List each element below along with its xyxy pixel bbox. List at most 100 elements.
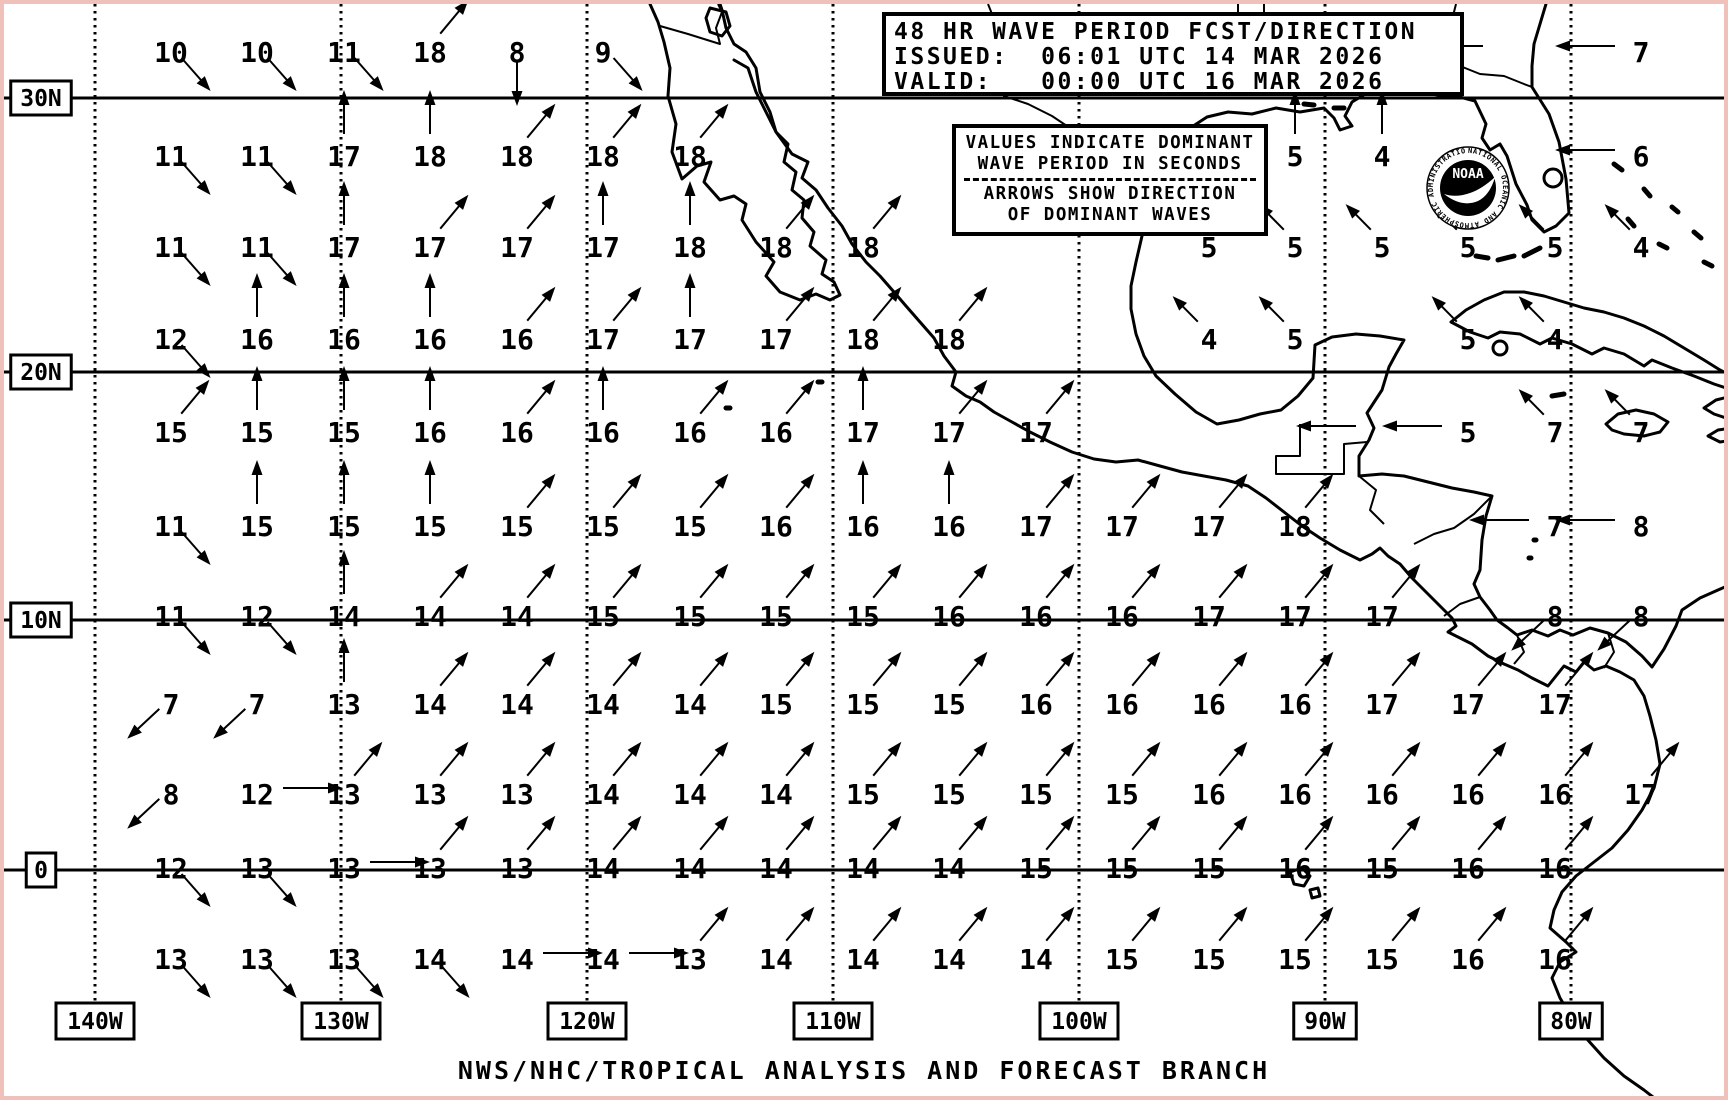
wave-direction-arrow-head bbox=[282, 271, 297, 286]
wave-direction-arrow-shaft bbox=[1304, 480, 1328, 509]
grid-point: 17 bbox=[1365, 563, 1421, 633]
title-box: 48 HR WAVE PERIOD FCST/DIRECTION ISSUED:… bbox=[882, 12, 1464, 96]
wave-period-value: 17 bbox=[673, 323, 707, 356]
small-islands bbox=[723, 101, 1715, 561]
wave-direction-arrow-head bbox=[282, 983, 297, 998]
grid-point: 13 bbox=[240, 943, 297, 998]
wave-direction-arrow-head bbox=[1511, 636, 1526, 651]
wave-direction-arrow-head bbox=[1319, 651, 1334, 667]
grid-point: 13 bbox=[154, 943, 211, 998]
wave-direction-arrow-shaft bbox=[1477, 822, 1501, 851]
wave-direction-arrow-head bbox=[887, 651, 902, 667]
wave-direction-arrow-head bbox=[588, 947, 603, 959]
wave-direction-arrow-shaft bbox=[353, 964, 378, 992]
grid-point: 8 bbox=[509, 36, 525, 106]
wave-direction-arrow-head bbox=[338, 460, 350, 475]
grid-point: 17 bbox=[586, 286, 642, 356]
wave-period-value: 18 bbox=[759, 231, 793, 264]
wave-period-value: 15 bbox=[500, 510, 534, 543]
wave-period-value: 13 bbox=[327, 852, 361, 885]
wave-direction-arrow-shaft bbox=[1131, 570, 1155, 599]
grid-point: 14 bbox=[586, 651, 642, 721]
grid-point: 16 bbox=[1019, 563, 1075, 633]
wave-direction-arrow-shaft bbox=[699, 110, 723, 139]
wave-direction-arrow-head bbox=[541, 741, 556, 757]
grid-point: 7 bbox=[1555, 36, 1649, 69]
wave-direction-arrow-head bbox=[424, 273, 436, 288]
longitude-label-box bbox=[792, 1001, 874, 1041]
wave-direction-arrow-head bbox=[454, 4, 467, 15]
wave-direction-arrow-shaft bbox=[526, 570, 550, 599]
wave-direction-arrow-head bbox=[714, 563, 729, 579]
latitude-label-text: 0 bbox=[34, 858, 48, 884]
wave-direction-arrow-shaft bbox=[612, 748, 636, 777]
wave-period-value: 13 bbox=[154, 943, 188, 976]
wave-direction-arrow-head bbox=[1518, 204, 1534, 219]
grid-point: 14 bbox=[673, 815, 729, 885]
grid-point: 15 bbox=[240, 366, 274, 449]
wave-period-value: 18 bbox=[846, 323, 880, 356]
wave-direction-arrow-shaft bbox=[1045, 913, 1069, 942]
grid-point: 10 bbox=[154, 36, 211, 91]
wave-direction-arrow-shaft bbox=[872, 293, 896, 322]
galapagos-islands bbox=[1288, 866, 1322, 900]
longitude-label-80W: 80W bbox=[1538, 1001, 1604, 1041]
wave-direction-arrow-head bbox=[127, 814, 142, 829]
wave-direction-arrow-shaft bbox=[266, 964, 291, 992]
wave-direction-arrow-head bbox=[973, 379, 988, 395]
wave-direction-arrow-head bbox=[368, 741, 383, 757]
wave-direction-arrow-shaft bbox=[785, 748, 809, 777]
grid-point: 15 bbox=[1105, 741, 1161, 811]
wave-period-value: 14 bbox=[586, 852, 620, 885]
wave-direction-arrow-shaft bbox=[1603, 620, 1631, 645]
wave-direction-arrow-head bbox=[455, 983, 470, 998]
wave-direction-arrow-head bbox=[338, 366, 350, 381]
wave-direction-arrow-head bbox=[1604, 204, 1620, 219]
wave-direction-arrow-head bbox=[541, 815, 556, 831]
grid-point: 18 bbox=[413, 90, 447, 173]
wave-direction-arrow-head bbox=[1406, 563, 1421, 579]
wave-period-value: 14 bbox=[586, 778, 620, 811]
wave-direction-arrow-head bbox=[1492, 906, 1507, 922]
latitude-label-box bbox=[24, 851, 58, 889]
wave-period-value: 15 bbox=[240, 510, 274, 543]
latitude-label-text: 30N bbox=[20, 86, 62, 112]
wave-direction-arrow-shaft bbox=[266, 252, 291, 280]
wave-period-value: 16 bbox=[1538, 943, 1572, 976]
legend-line-2: WAVE PERIOD IN SECONDS bbox=[977, 154, 1243, 174]
wave-direction-arrow-head bbox=[714, 473, 729, 489]
wave-direction-arrow-head bbox=[541, 286, 556, 302]
lake-okeechobee bbox=[1542, 167, 1564, 189]
grid-point: 14 bbox=[759, 741, 815, 811]
wave-period-value: 15 bbox=[846, 778, 880, 811]
wave-direction-arrow-head bbox=[973, 651, 988, 667]
longitude-label-120W: 120W bbox=[546, 1001, 628, 1041]
wave-period-value: 16 bbox=[413, 323, 447, 356]
wave-period-value: 11 bbox=[154, 140, 188, 173]
wave-period-value: 5 bbox=[1201, 231, 1218, 264]
grid-point: 14 bbox=[586, 741, 642, 811]
wave-period-value: 13 bbox=[240, 852, 274, 885]
wave-direction-arrow-shaft bbox=[958, 658, 982, 687]
wave-direction-arrow-shaft bbox=[1304, 570, 1328, 599]
wave-direction-arrow-head bbox=[1555, 514, 1570, 526]
wave-period-value: 5 bbox=[1460, 416, 1477, 449]
latitude-label-0: 0 bbox=[24, 851, 58, 889]
wave-direction-arrow-head bbox=[541, 563, 556, 579]
wave-period-value: 14 bbox=[586, 688, 620, 721]
grid-point: 8 bbox=[127, 778, 179, 829]
wave-direction-arrow-shaft bbox=[1564, 913, 1588, 942]
wave-period-value: 17 bbox=[1624, 778, 1658, 811]
grid-point: 15 bbox=[154, 379, 210, 449]
wave-direction-arrow-shaft bbox=[1131, 480, 1155, 509]
wave-period-value: 14 bbox=[846, 852, 880, 885]
wave-direction-arrow-head bbox=[282, 640, 297, 655]
wave-direction-arrow-head bbox=[338, 181, 350, 196]
wave-direction-arrow-head bbox=[684, 273, 696, 288]
wave-period-value: 17 bbox=[1451, 688, 1485, 721]
grid-point: 13 bbox=[327, 638, 361, 721]
grid-point: 16 bbox=[846, 460, 880, 543]
grid-point: 15 bbox=[1105, 906, 1161, 976]
grid-point: 18 bbox=[413, 4, 467, 69]
wave-direction-arrow-shaft bbox=[1218, 480, 1242, 509]
